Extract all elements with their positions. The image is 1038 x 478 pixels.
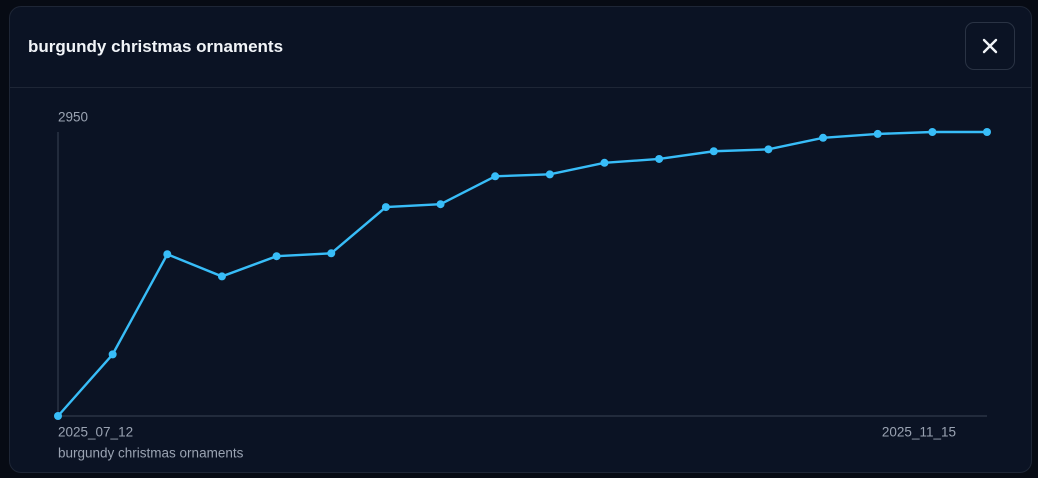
data-point [381, 203, 390, 212]
data-point [709, 147, 718, 156]
chart: 2950 2025_07_12 2025_11_15 burgundy christm… [54, 110, 991, 461]
data-point [600, 158, 609, 167]
data-point [983, 128, 991, 136]
data-point [819, 133, 828, 142]
data-point [54, 412, 62, 420]
y-tick-label: 2950 [58, 110, 88, 125]
x-tick-label: 2025_11_15 [882, 425, 956, 440]
legend-label: burgundy christmas ornaments [58, 446, 244, 461]
data-point [108, 350, 117, 359]
dialog-header: burgundy christmas ornaments [10, 7, 1031, 88]
data-point [655, 154, 664, 163]
data-point [272, 252, 281, 261]
data-point [436, 200, 445, 209]
dialog-title: burgundy christmas ornaments [28, 37, 284, 56]
data-point [491, 172, 500, 181]
close-icon [982, 38, 998, 54]
data-point [928, 128, 937, 136]
dialog: burgundy christmas ornaments 2950 2025_07… [9, 6, 1032, 473]
series-line [57, 130, 987, 417]
data-point [545, 170, 554, 179]
data-point [217, 272, 226, 281]
data-point [873, 129, 882, 138]
data-point [764, 145, 773, 154]
close-button[interactable] [965, 22, 1015, 70]
x-tick-label: 2025_07_12 [58, 425, 133, 440]
data-point [163, 250, 172, 259]
data-point [327, 249, 336, 258]
